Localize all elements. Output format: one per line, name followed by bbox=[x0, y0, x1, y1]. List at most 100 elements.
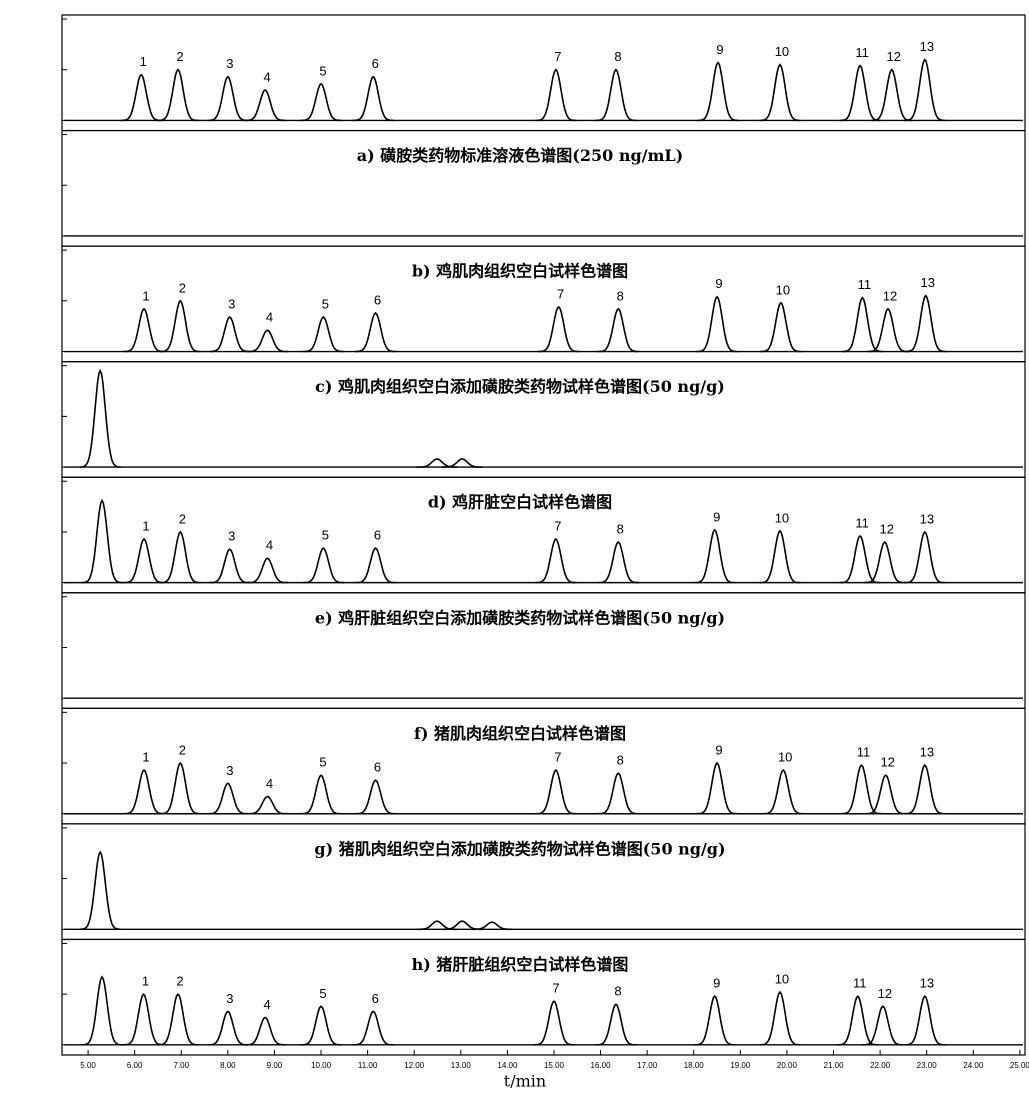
peak bbox=[697, 61, 739, 122]
peak bbox=[159, 761, 201, 815]
peak-label: 9 bbox=[716, 42, 723, 57]
peak-label: 4 bbox=[266, 538, 273, 553]
peak-label: 2 bbox=[179, 742, 186, 757]
peak-label: 10 bbox=[775, 44, 789, 59]
peak-label: 7 bbox=[557, 286, 564, 301]
peak bbox=[157, 68, 199, 122]
peak bbox=[865, 774, 907, 815]
peak-label: 13 bbox=[920, 976, 934, 991]
peak-label: 2 bbox=[176, 974, 183, 989]
peak-label: 7 bbox=[554, 750, 561, 765]
peak-label: 6 bbox=[372, 56, 379, 71]
peak bbox=[79, 850, 121, 931]
peak-label: 9 bbox=[715, 742, 722, 757]
peak-label: 1 bbox=[142, 288, 149, 303]
peak-label: 3 bbox=[226, 763, 233, 778]
peak bbox=[159, 299, 201, 353]
peak-label: 4 bbox=[264, 69, 271, 84]
peak bbox=[209, 315, 251, 353]
panel-caption: h) 猪肝脏组织空白试样色谱图 bbox=[412, 955, 629, 974]
peak bbox=[905, 294, 947, 353]
peak-label: 10 bbox=[778, 750, 792, 765]
peak-label: 8 bbox=[614, 49, 621, 64]
peak-label: 11 bbox=[857, 745, 871, 760]
peak bbox=[159, 530, 201, 584]
peak bbox=[247, 557, 288, 584]
peak-label: 8 bbox=[617, 753, 624, 768]
peak-label: 12 bbox=[880, 755, 894, 770]
peak-label: 9 bbox=[713, 976, 720, 991]
peak bbox=[867, 307, 909, 353]
peak-label: 12 bbox=[878, 986, 892, 1001]
x-tick-label: 10.00 bbox=[311, 1061, 332, 1070]
peak bbox=[904, 530, 946, 584]
peak bbox=[300, 82, 342, 122]
peak-label: 6 bbox=[374, 528, 381, 543]
x-tick-label: 25.00 bbox=[1010, 1061, 1029, 1070]
peak-label: 11 bbox=[858, 277, 872, 292]
peak bbox=[247, 329, 288, 353]
x-tick-label: 12.00 bbox=[404, 1061, 425, 1070]
peak-label: 8 bbox=[617, 522, 624, 537]
peak bbox=[207, 75, 249, 122]
panel-frame bbox=[61, 938, 1026, 1056]
x-tick-label: 18.00 bbox=[684, 1061, 705, 1070]
peak-label: 1 bbox=[140, 54, 147, 69]
peak bbox=[471, 921, 513, 931]
peak-label: 11 bbox=[855, 515, 869, 530]
peak-label: 2 bbox=[179, 511, 186, 526]
x-tick-label: 14.00 bbox=[497, 1061, 518, 1070]
x-tick-label: 15.00 bbox=[544, 1061, 565, 1070]
x-tick-label: 7.00 bbox=[173, 1061, 189, 1070]
peak bbox=[904, 58, 946, 122]
peak bbox=[355, 547, 396, 584]
peak bbox=[696, 295, 738, 353]
peak bbox=[871, 68, 913, 122]
panel-caption: e) 鸡肝脏组织空白添加磺胺类药物试样色谱图(50 ng/g) bbox=[315, 608, 725, 627]
peak-label: 5 bbox=[319, 755, 326, 770]
x-tick-label: 8.00 bbox=[220, 1061, 236, 1070]
peak-label: 1 bbox=[142, 750, 149, 765]
peak bbox=[694, 528, 736, 584]
peak-label: 3 bbox=[228, 529, 235, 544]
peak-label: 5 bbox=[319, 63, 326, 78]
x-tick-label: 13.00 bbox=[451, 1061, 472, 1070]
panel-frame bbox=[61, 14, 1026, 132]
peak-label: 6 bbox=[372, 991, 379, 1006]
peak bbox=[841, 296, 883, 353]
x-tick-label: 16.00 bbox=[591, 1061, 612, 1070]
peak-label: 13 bbox=[920, 745, 934, 760]
peak bbox=[352, 1010, 394, 1046]
x-tick-label: 24.00 bbox=[963, 1061, 984, 1070]
peak bbox=[300, 1005, 342, 1046]
peak bbox=[244, 89, 286, 122]
peak-label: 6 bbox=[374, 292, 381, 307]
x-tick-label: 20.00 bbox=[777, 1061, 798, 1070]
peak-label: 1 bbox=[142, 518, 149, 533]
peak bbox=[441, 458, 483, 468]
peak bbox=[535, 68, 577, 122]
x-tick-label: 5.00 bbox=[80, 1061, 96, 1070]
peak bbox=[207, 1010, 249, 1046]
peak-label: 9 bbox=[715, 276, 722, 291]
peak bbox=[762, 768, 804, 815]
peak bbox=[355, 311, 396, 353]
x-tick-label: 19.00 bbox=[730, 1061, 751, 1070]
x-axis-label: t/min bbox=[504, 1072, 546, 1091]
peak-label: 2 bbox=[176, 49, 183, 64]
peak bbox=[760, 301, 802, 353]
peak bbox=[837, 994, 879, 1046]
x-tick-label: 21.00 bbox=[824, 1061, 845, 1070]
peak bbox=[123, 768, 165, 815]
peak bbox=[535, 537, 577, 584]
peak-label: 3 bbox=[228, 296, 235, 311]
peak-label: 2 bbox=[179, 280, 186, 295]
peak bbox=[759, 529, 801, 584]
panel-caption: d) 鸡肝脏空白试样色谱图 bbox=[428, 493, 612, 512]
peak-label: 13 bbox=[921, 275, 935, 290]
peak bbox=[759, 990, 801, 1046]
peak bbox=[696, 761, 738, 815]
x-tick-label: 11.00 bbox=[358, 1061, 378, 1070]
peak bbox=[904, 763, 946, 815]
